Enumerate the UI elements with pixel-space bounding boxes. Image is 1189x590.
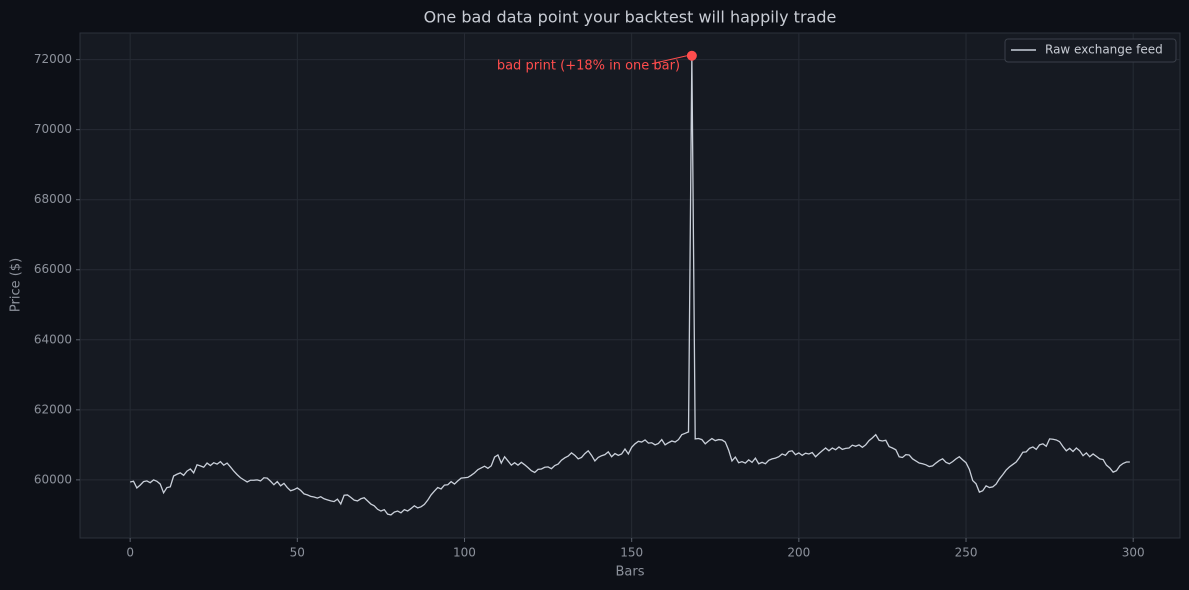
x-tick-label: 50 [290,546,305,560]
x-tick-label: 150 [620,546,643,560]
y-tick-label: 70000 [34,122,72,136]
x-tick-label: 250 [955,546,978,560]
line-series [130,55,1130,516]
annotation-text: bad print (+18% in one bar) [497,58,680,73]
x-tick-label: 100 [453,546,476,560]
annotation-point [686,50,697,61]
plot-area [79,32,1181,539]
y-tick-label: 66000 [34,262,72,276]
x-axis-label: Bars [615,565,644,580]
x-tick-label: 300 [1122,546,1145,560]
legend-label: Raw exchange feed [1045,43,1163,57]
annotation-arrow [651,55,687,65]
y-tick-label: 60000 [34,472,72,486]
y-tick-label: 64000 [34,332,72,346]
chart-title: One bad data point your backtest will ha… [424,8,837,27]
legend-box [1004,38,1177,63]
x-tick-label: 0 [126,546,134,560]
y-tick-label: 62000 [34,402,72,416]
y-tick-label: 68000 [34,192,72,206]
x-tick-label: 200 [787,546,810,560]
y-axis-label: Price ($) [9,258,24,312]
y-tick-label: 72000 [34,52,72,66]
